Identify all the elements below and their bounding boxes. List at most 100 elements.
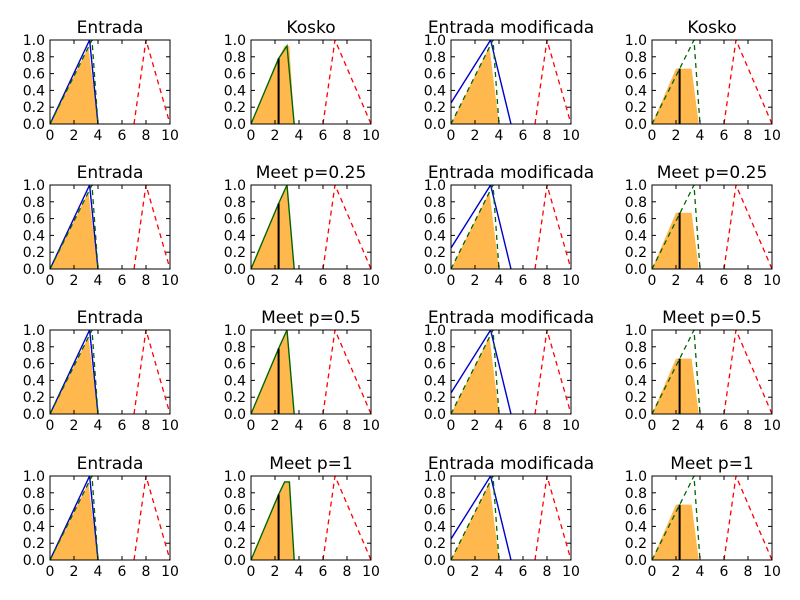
y-tick-label: 0.2: [23, 245, 45, 261]
x-tick-label: 2: [672, 564, 681, 580]
x-tick-label: 8: [343, 128, 352, 144]
x-tick-label: 2: [70, 273, 79, 289]
x-tick-label: 4: [295, 564, 304, 580]
x-tick-label: 6: [519, 564, 528, 580]
axes-frame: [450, 329, 572, 415]
red-dashed-line: [133, 330, 170, 414]
y-tick-label: 0.8: [224, 195, 246, 211]
plot-area: [251, 185, 371, 269]
subplot-title: Meet p=1: [670, 454, 754, 474]
y-tick-label: 0.0: [224, 553, 246, 569]
x-tick-label: 10: [161, 273, 179, 289]
plot-area: [652, 40, 772, 124]
axes-frame: [250, 475, 372, 561]
x-tick-label: 6: [319, 128, 328, 144]
x-tick-label: 2: [471, 564, 480, 580]
y-tick-label: 0.0: [424, 262, 446, 278]
subplot-title: Entrada: [77, 18, 144, 38]
axes-frame: [49, 184, 171, 270]
plot-area: [50, 40, 170, 124]
x-tick-label: 10: [763, 418, 781, 434]
axes-frame: [450, 184, 572, 270]
y-tick-label: 0.6: [224, 212, 246, 228]
y-tick-label: 1.0: [23, 323, 45, 339]
subplot-title: Entrada modificada: [428, 18, 594, 38]
subplot-1-4: 0 2 4 6 8 10 0.00.20.40.60.81.0 Kosko: [625, 18, 781, 144]
y-tick-label: 1.0: [625, 178, 647, 194]
y-tick-label: 0.6: [224, 357, 246, 373]
subplot-title: Meet p=0.5: [261, 308, 361, 328]
x-tick-label: 2: [70, 564, 79, 580]
plot-area: [50, 185, 170, 269]
axes-frame: [49, 39, 171, 125]
x-tick-label: 8: [142, 128, 151, 144]
y-tick-label: 0.8: [23, 195, 45, 211]
x-tick-label: 6: [319, 418, 328, 434]
subplot-title: Meet p=0.25: [256, 163, 367, 183]
x-tick-label: 10: [562, 564, 580, 580]
y-tick-label: 0.0: [424, 117, 446, 133]
x-tick-label: 0: [648, 564, 657, 580]
plot-area: [50, 330, 170, 414]
aggregated-area: [652, 358, 699, 414]
subplot-title: Kosko: [687, 18, 736, 38]
y-tick-label: 0.2: [424, 536, 446, 552]
axes-frame: [250, 184, 372, 270]
x-tick-label: 0: [247, 128, 256, 144]
x-tick-label: 8: [543, 418, 552, 434]
x-tick-label: 6: [319, 564, 328, 580]
y-tick-label: 1.0: [625, 323, 647, 339]
blue-solid-line: [50, 476, 99, 560]
green-dashed-line: [652, 185, 701, 269]
y-tick-label: 0.8: [424, 50, 446, 66]
x-tick-label: 8: [343, 418, 352, 434]
x-tick-label: 8: [744, 273, 753, 289]
y-tick-label: 0.0: [224, 262, 246, 278]
aggregated-area: [652, 504, 699, 560]
y-tick-label: 0.6: [424, 67, 446, 83]
axes-frame: [250, 329, 372, 415]
x-tick-label: 8: [142, 564, 151, 580]
y-tick-label: 0.6: [23, 212, 45, 228]
x-tick-label: 0: [648, 273, 657, 289]
x-tick-label: 10: [161, 418, 179, 434]
subplot-3-2: 0 2 4 6 8 10 0.00.20.40.60.81.0 Meet p=0.5: [224, 308, 380, 434]
y-tick-label: 0.6: [625, 212, 647, 228]
y-tick-label: 0.6: [424, 212, 446, 228]
aggregated-area: [451, 191, 499, 269]
y-tick-label: 0.4: [625, 83, 647, 99]
y-tick-label: 0.8: [424, 195, 446, 211]
x-tick-label: 6: [519, 273, 528, 289]
x-tick-label: 2: [271, 418, 280, 434]
x-tick-label: 0: [46, 564, 55, 580]
x-tick-label: 6: [319, 273, 328, 289]
y-tick-label: 1.0: [625, 33, 647, 49]
axes-frame: [49, 329, 171, 415]
y-tick-label: 0.6: [625, 357, 647, 373]
x-tick-label: 2: [271, 273, 280, 289]
y-tick-label: 0.2: [23, 100, 45, 116]
red-dashed-line: [534, 476, 571, 560]
x-tick-label: 8: [142, 418, 151, 434]
y-tick-label: 1.0: [23, 469, 45, 485]
x-tick-label: 0: [648, 128, 657, 144]
y-tick-label: 0.4: [625, 373, 647, 389]
x-tick-label: 0: [46, 128, 55, 144]
axes-frame: [450, 475, 572, 561]
y-tick-label: 1.0: [424, 469, 446, 485]
x-tick-label: 2: [70, 418, 79, 434]
y-tick-label: 0.0: [625, 262, 647, 278]
y-tick-label: 1.0: [424, 323, 446, 339]
aggregated-area: [50, 46, 98, 124]
green-dashed-line: [50, 330, 99, 414]
x-tick-label: 6: [118, 128, 127, 144]
x-tick-label: 0: [46, 273, 55, 289]
y-tick-label: 0.8: [23, 50, 45, 66]
subplot-3-4: 0 2 4 6 8 10 0.00.20.40.60.81.0 Meet p=0.5: [625, 308, 781, 434]
red-dashed-line: [133, 185, 170, 269]
y-tick-label: 1.0: [224, 469, 246, 485]
y-tick-label: 0.6: [625, 67, 647, 83]
green-dashed-line: [50, 40, 99, 124]
y-tick-label: 1.0: [625, 469, 647, 485]
